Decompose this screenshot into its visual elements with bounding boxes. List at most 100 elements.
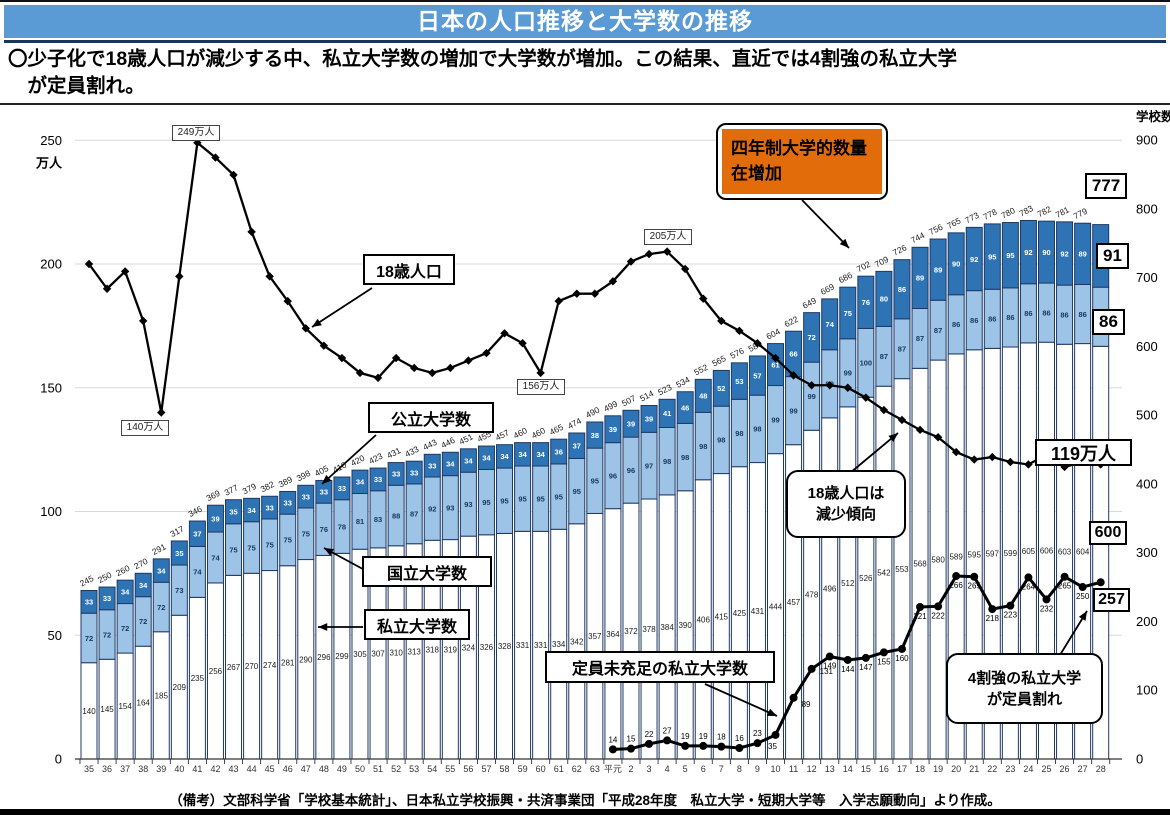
- svg-text:603: 603: [1058, 548, 1072, 557]
- svg-text:73: 73: [175, 586, 183, 595]
- svg-text:48: 48: [319, 764, 329, 774]
- svg-text:185: 185: [155, 691, 169, 700]
- svg-text:23: 23: [753, 729, 762, 738]
- svg-text:39: 39: [645, 415, 653, 424]
- svg-text:700: 700: [1136, 270, 1158, 285]
- legend-under-capacity: 定員未充足の私立大学数: [545, 651, 775, 683]
- svg-text:87: 87: [898, 345, 906, 354]
- svg-text:34: 34: [247, 506, 256, 515]
- svg-text:100: 100: [1136, 683, 1158, 698]
- summary-text: 〇少子化で18歳人口が減少する中、私立大学数の増加で大学数が増加。この結果、直近…: [8, 48, 958, 97]
- svg-text:425: 425: [733, 609, 747, 618]
- svg-text:390: 390: [678, 621, 692, 630]
- svg-text:63: 63: [590, 764, 600, 774]
- svg-text:99: 99: [789, 406, 797, 415]
- svg-text:313: 313: [408, 647, 422, 656]
- svg-text:75: 75: [247, 543, 255, 552]
- svg-text:526: 526: [859, 574, 873, 583]
- svg-text:33: 33: [302, 492, 310, 501]
- svg-text:57: 57: [481, 764, 491, 774]
- svg-text:13: 13: [825, 764, 835, 774]
- svg-text:86: 86: [1024, 309, 1032, 318]
- svg-text:265: 265: [1058, 582, 1072, 591]
- svg-text:34: 34: [356, 478, 365, 487]
- svg-text:568: 568: [913, 560, 927, 569]
- svg-text:74: 74: [826, 320, 835, 329]
- svg-text:98: 98: [735, 429, 743, 438]
- svg-text:372: 372: [624, 627, 638, 636]
- svg-text:499: 499: [602, 398, 619, 413]
- svg-text:131: 131: [820, 667, 834, 676]
- combo-chart: 050100150200250万人01002003004005006007008…: [35, 109, 1170, 774]
- svg-text:61: 61: [771, 360, 779, 369]
- svg-text:357: 357: [588, 632, 602, 641]
- svg-text:100: 100: [860, 359, 873, 368]
- svg-text:27: 27: [1078, 764, 1088, 774]
- svg-text:86: 86: [1042, 308, 1050, 317]
- svg-text:346: 346: [186, 504, 203, 519]
- svg-text:99: 99: [807, 392, 815, 401]
- title-underline: [4, 40, 1166, 43]
- svg-text:900: 900: [1136, 133, 1158, 148]
- svg-text:92: 92: [1024, 248, 1032, 257]
- callout-four-year-universities-text: 四年制大学的数量 在增加: [722, 129, 882, 194]
- svg-text:334: 334: [552, 640, 566, 649]
- svg-text:512: 512: [841, 579, 855, 588]
- svg-text:51: 51: [373, 764, 383, 774]
- svg-text:41: 41: [192, 764, 202, 774]
- svg-text:86: 86: [1078, 310, 1086, 319]
- svg-text:21: 21: [969, 764, 979, 774]
- svg-text:10: 10: [771, 764, 781, 774]
- svg-text:16: 16: [879, 764, 889, 774]
- svg-text:305: 305: [353, 650, 367, 659]
- svg-text:平元: 平元: [604, 764, 622, 774]
- svg-text:457: 457: [494, 427, 511, 442]
- svg-text:89: 89: [916, 274, 924, 283]
- svg-text:50: 50: [48, 628, 62, 643]
- svg-text:523: 523: [656, 382, 673, 397]
- svg-text:39: 39: [156, 764, 166, 774]
- svg-text:93: 93: [446, 503, 454, 512]
- svg-text:140: 140: [82, 707, 96, 716]
- svg-text:34: 34: [139, 581, 148, 590]
- svg-text:14: 14: [608, 735, 617, 744]
- svg-text:326: 326: [480, 643, 494, 652]
- svg-text:296: 296: [317, 653, 331, 662]
- svg-text:61: 61: [554, 764, 564, 774]
- svg-text:756: 756: [927, 222, 944, 237]
- value-box-national-86: 86: [1092, 309, 1125, 335]
- svg-text:72: 72: [157, 603, 165, 612]
- svg-text:49: 49: [337, 764, 347, 774]
- svg-text:37: 37: [573, 442, 581, 451]
- svg-text:22: 22: [645, 730, 654, 739]
- svg-text:406: 406: [697, 615, 711, 624]
- svg-text:606: 606: [1040, 547, 1054, 556]
- svg-text:87: 87: [916, 334, 924, 343]
- svg-text:87: 87: [934, 326, 942, 335]
- svg-text:576: 576: [728, 345, 745, 360]
- svg-text:86: 86: [1060, 310, 1068, 319]
- annotation-119man: 119万人: [1035, 439, 1132, 466]
- svg-text:33: 33: [85, 598, 93, 607]
- svg-text:75: 75: [229, 545, 237, 554]
- svg-text:221: 221: [913, 612, 927, 621]
- svg-text:92: 92: [970, 255, 978, 264]
- svg-text:552: 552: [692, 362, 709, 377]
- svg-text:2: 2: [628, 764, 633, 774]
- svg-text:200: 200: [1136, 614, 1158, 629]
- svg-text:649: 649: [801, 295, 818, 310]
- svg-text:19: 19: [933, 764, 943, 774]
- svg-text:250: 250: [40, 133, 62, 148]
- svg-text:744: 744: [909, 230, 926, 245]
- svg-text:783: 783: [1017, 203, 1034, 218]
- legend-national-universities: 国立大学数: [362, 556, 492, 587]
- svg-text:86: 86: [952, 320, 960, 329]
- svg-text:378: 378: [642, 625, 656, 634]
- value-box-total-777: 777: [1085, 173, 1127, 199]
- svg-text:604: 604: [765, 326, 782, 341]
- svg-text:382: 382: [259, 479, 276, 494]
- svg-text:324: 324: [462, 644, 476, 653]
- svg-text:92: 92: [428, 504, 436, 513]
- svg-text:95: 95: [482, 498, 490, 507]
- svg-text:33: 33: [338, 484, 346, 493]
